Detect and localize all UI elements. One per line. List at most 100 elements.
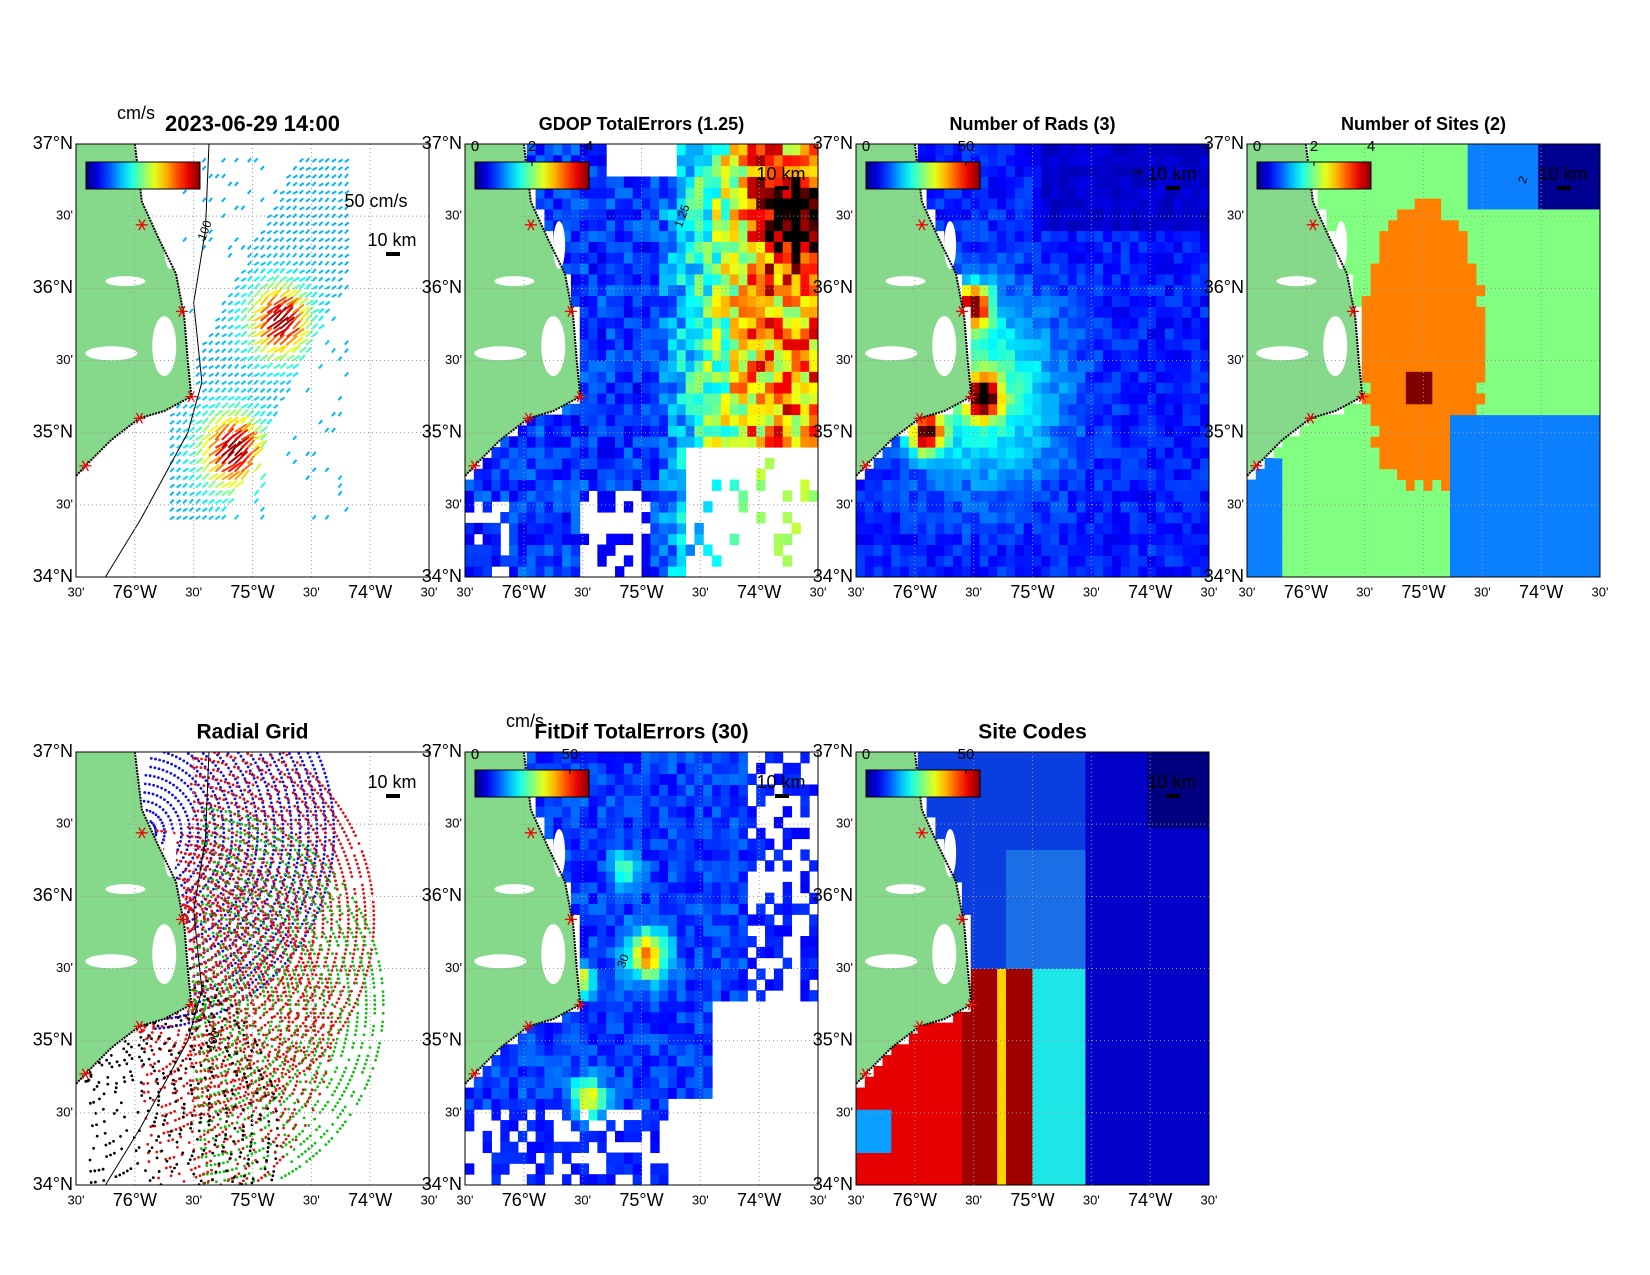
velocity-vector xyxy=(318,276,324,282)
field-cell xyxy=(1255,533,1266,546)
velocity-vector xyxy=(260,364,268,370)
field-cell xyxy=(623,371,634,383)
x-tick-label: 74°W xyxy=(1128,582,1172,602)
field-cell xyxy=(632,414,642,426)
velocity-vector xyxy=(298,157,304,163)
field-cell xyxy=(809,263,818,275)
field-cell xyxy=(1441,230,1451,242)
field-cell xyxy=(500,479,510,491)
velocity-vector xyxy=(253,387,259,393)
velocity-vector xyxy=(227,497,235,505)
field-cell xyxy=(1397,382,1407,394)
field-cell xyxy=(1520,230,1530,242)
field-cell xyxy=(570,414,581,426)
field-cell xyxy=(791,208,801,221)
field-cell xyxy=(782,436,793,448)
field-cell xyxy=(1120,447,1131,459)
field-cell xyxy=(1591,490,1600,502)
field-cell xyxy=(1485,338,1495,351)
field-cell xyxy=(1147,425,1157,437)
field-cell xyxy=(782,360,793,372)
field-cell xyxy=(1094,273,1104,286)
field-cell xyxy=(650,187,660,199)
field-cell xyxy=(800,230,810,242)
field-cell xyxy=(1361,457,1372,470)
field-cell xyxy=(509,522,519,535)
field-cell xyxy=(1582,198,1592,210)
field-cell xyxy=(1432,436,1442,448)
field-cell xyxy=(782,295,793,307)
radial-grid-point xyxy=(187,840,191,843)
field-cell xyxy=(988,176,998,188)
field-cell xyxy=(579,252,590,264)
velocity-vector xyxy=(286,237,292,243)
field-cell xyxy=(1379,447,1389,459)
field-cell xyxy=(1511,555,1522,567)
radial-grid-point xyxy=(197,783,200,787)
field-cell xyxy=(1023,533,1033,546)
field-cell xyxy=(703,263,713,275)
field-cell xyxy=(917,522,928,535)
field-cell xyxy=(961,566,972,577)
field-cell xyxy=(1291,501,1301,513)
field-cell xyxy=(1458,263,1469,275)
field-cell xyxy=(1111,457,1122,470)
field-cell xyxy=(1405,241,1416,253)
field-cell xyxy=(979,490,989,502)
field-cell xyxy=(641,360,651,372)
field-cell xyxy=(1308,555,1319,567)
field-cell xyxy=(1138,144,1148,156)
velocity-vector xyxy=(253,157,259,163)
velocity-vector xyxy=(221,308,227,314)
field-cell xyxy=(1129,295,1139,307)
field-cell xyxy=(667,403,678,416)
field-cell xyxy=(685,392,695,405)
field-cell xyxy=(597,165,607,177)
velocity-vector xyxy=(253,245,259,251)
field-cell xyxy=(1191,512,1201,524)
velocity-vector xyxy=(234,423,248,433)
field-cell xyxy=(1050,544,1060,556)
velocity-vector xyxy=(272,274,280,282)
field-cell xyxy=(1520,566,1530,577)
field-cell xyxy=(720,382,731,394)
velocity-vector xyxy=(318,419,323,425)
field-cell xyxy=(694,414,704,426)
field-cell xyxy=(694,241,704,253)
field-cell xyxy=(917,425,928,437)
field-cell xyxy=(961,479,972,491)
field-cell xyxy=(517,447,528,459)
field-cell xyxy=(500,457,510,470)
velocity-vector xyxy=(253,424,263,433)
field-cell xyxy=(1164,544,1175,556)
field-cell xyxy=(1511,317,1522,329)
velocity-vector xyxy=(337,284,343,290)
field-cell xyxy=(641,566,651,577)
radial-grid-point xyxy=(174,764,177,768)
velocity-vector xyxy=(169,515,175,521)
field-cell xyxy=(1547,522,1557,535)
field-cell xyxy=(500,555,510,567)
field-cell xyxy=(1591,349,1600,361)
x-tick-label: 30' xyxy=(1592,584,1609,599)
velocity-vector xyxy=(195,419,203,425)
field-cell xyxy=(1361,273,1372,286)
y-tick-label: 30' xyxy=(836,496,853,511)
field-cell xyxy=(1291,490,1301,502)
field-cell xyxy=(1520,501,1530,513)
field-cell xyxy=(667,512,678,524)
field-cell xyxy=(650,241,660,253)
velocity-vector xyxy=(195,403,202,409)
field-cell xyxy=(1441,241,1451,253)
radial-grid-point xyxy=(168,781,172,785)
velocity-vector xyxy=(234,395,241,402)
field-cell xyxy=(1414,382,1424,394)
velocity-vector xyxy=(227,340,234,346)
field-cell xyxy=(1379,295,1389,307)
field-cell xyxy=(1182,176,1192,188)
field-cell xyxy=(1352,533,1363,546)
field-cell xyxy=(1582,555,1592,567)
velocity-vector xyxy=(253,252,259,258)
field-cell xyxy=(676,241,687,253)
field-cell xyxy=(1067,165,1078,177)
